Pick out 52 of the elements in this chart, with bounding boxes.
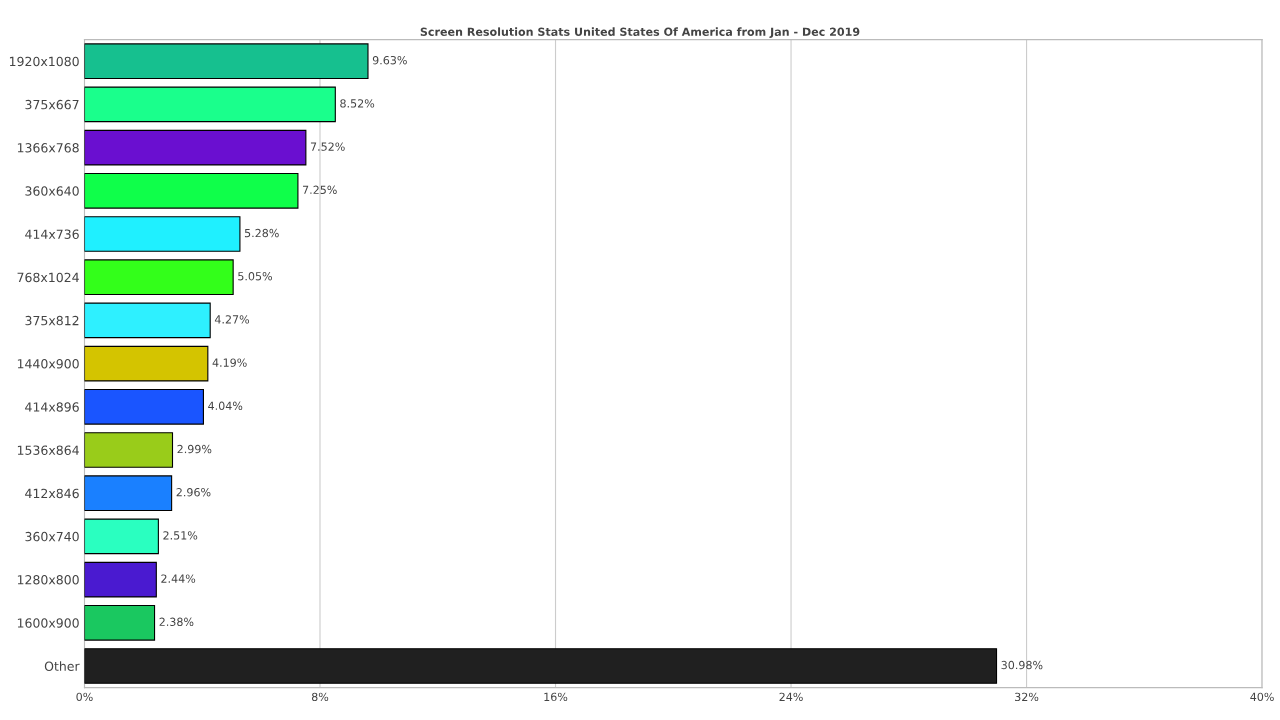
data-label: 30.98% <box>1001 660 1043 670</box>
data-label: 4.27% <box>214 315 250 324</box>
data-label: 2.96% <box>176 488 211 497</box>
y-tick-label: 375x667 <box>25 99 79 110</box>
bar <box>84 86 336 123</box>
data-label: 7.52% <box>310 142 345 151</box>
bar <box>84 302 211 339</box>
bar <box>84 648 998 684</box>
x-tick-label: 8% <box>311 692 329 702</box>
y-tick-label: 1536x864 <box>17 445 79 455</box>
y-tick-label: 412x846 <box>25 488 79 499</box>
y-tick-label: 1600x900 <box>17 618 79 628</box>
data-label: 2.51% <box>163 531 198 540</box>
bar <box>84 518 159 555</box>
bar <box>84 388 204 425</box>
bar <box>84 216 241 252</box>
y-tick-label: 1280x800 <box>17 575 79 585</box>
x-tick-label: 0% <box>76 692 93 702</box>
bar <box>84 259 234 296</box>
data-label: 5.28% <box>244 228 279 238</box>
y-tick-label: 1440x900 <box>17 359 79 369</box>
data-label: 8.52% <box>340 99 375 108</box>
data-label: 5.05% <box>238 272 272 281</box>
data-label: 4.19% <box>212 358 247 367</box>
y-tick-label: 768x1024 <box>17 272 79 283</box>
x-tick-label: 24% <box>779 692 803 702</box>
bar <box>84 475 173 512</box>
y-tick-label: 360x640 <box>25 186 79 196</box>
y-tick-label: 1920x1080 <box>9 56 79 67</box>
y-tick-label: 414x896 <box>25 402 79 412</box>
data-label: 9.63% <box>372 56 407 65</box>
data-label: 2.99% <box>177 444 212 454</box>
chart-subtitle: Screen Resolution Stats United States Of America from Jan - Dec 2019 <box>420 27 860 39</box>
bar <box>84 561 157 598</box>
bar <box>84 604 156 641</box>
bar <box>84 129 307 166</box>
data-label: 2.44% <box>161 574 196 583</box>
x-tick-label: 16% <box>544 692 568 702</box>
y-tick-label: 360x740 <box>25 531 79 542</box>
bar <box>84 172 299 209</box>
data-label: 4.04% <box>208 401 243 411</box>
y-tick-label: Other <box>44 661 80 671</box>
y-tick-label: 414x736 <box>25 229 79 239</box>
data-label: 7.25% <box>303 185 337 195</box>
x-tick-label: 32% <box>1015 692 1039 702</box>
bar <box>84 345 209 382</box>
bar <box>84 43 369 80</box>
y-tick-label: 1366x768 <box>17 143 79 153</box>
x-tick-label: 40% <box>1250 692 1274 702</box>
data-label: 2.38% <box>159 617 194 627</box>
bar <box>84 432 174 468</box>
y-tick-label: 375x812 <box>25 315 79 326</box>
